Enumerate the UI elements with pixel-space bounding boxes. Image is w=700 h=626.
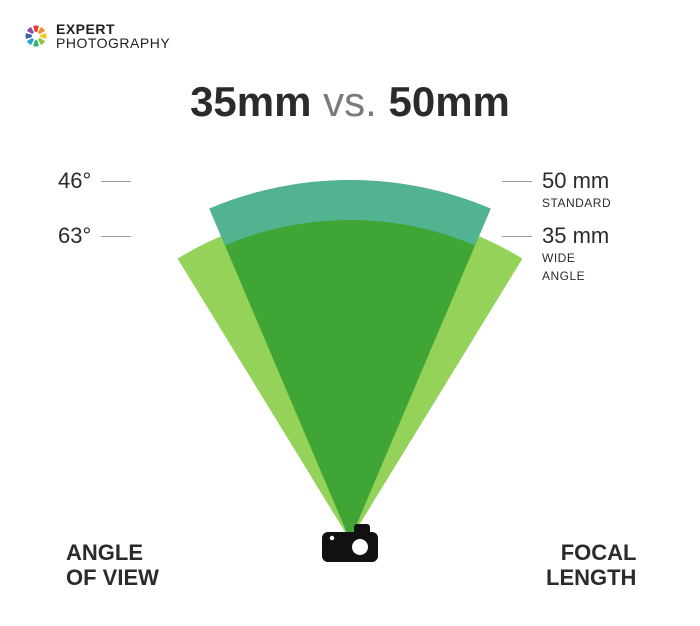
callout-right-35mm: 35 mm WIDE ANGLE: [502, 225, 609, 283]
callout-main: 35 mm: [542, 225, 609, 247]
title-b: 50mm: [389, 78, 510, 125]
callout-sub: ANGLE: [542, 269, 609, 283]
brand-wordmark: EXPERT PHOTOGRAPHY: [56, 22, 170, 50]
aperture-icon: [22, 22, 50, 50]
callout-main: 46°: [58, 170, 91, 192]
brand-line2: PHOTOGRAPHY: [56, 36, 170, 50]
callout-tick: [101, 181, 131, 182]
callout-main: 63°: [58, 225, 91, 247]
brand-line1: EXPERT: [56, 22, 170, 36]
title-mid: vs.: [311, 78, 388, 125]
brand-logo: EXPERT PHOTOGRAPHY: [22, 22, 170, 50]
title-a: 35mm: [190, 78, 311, 125]
axis-right-line1: FOCAL: [546, 540, 636, 565]
callout-tick: [101, 236, 131, 237]
callout-tick: [502, 181, 532, 182]
callout-sub: WIDE: [542, 251, 609, 265]
axis-left-line1: ANGLE: [66, 540, 159, 565]
page-title: 35mm vs. 50mm: [0, 78, 700, 126]
axis-right-line2: LENGTH: [546, 565, 636, 590]
axis-label-angle-of-view: ANGLE OF VIEW: [66, 540, 159, 591]
callout-left-63: 63°: [58, 225, 131, 247]
callout-tick: [502, 236, 532, 237]
axis-left-line2: OF VIEW: [66, 565, 159, 590]
callout-sub: STANDARD: [542, 196, 611, 210]
axis-label-focal-length: FOCAL LENGTH: [546, 540, 636, 591]
callout-left-46: 46°: [58, 170, 131, 192]
callout-right-50mm: 50 mm STANDARD: [502, 170, 611, 210]
callout-main: 50 mm: [542, 170, 611, 192]
